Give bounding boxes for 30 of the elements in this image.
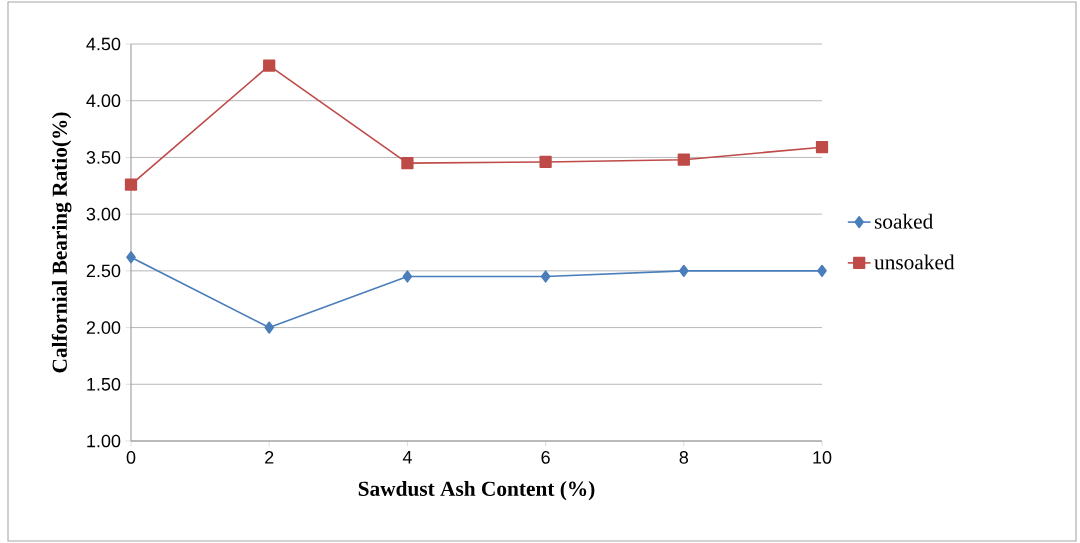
point	[817, 264, 827, 277]
point	[815, 141, 829, 154]
point	[539, 155, 552, 169]
y-axis-title: Calfornial Bearing Ratio(%)	[51, 112, 72, 373]
y-tick-label: 2.00	[86, 321, 121, 334]
legend-label: unsoaked	[874, 254, 955, 270]
y-tick-label: 4.50	[86, 37, 121, 51]
point	[264, 321, 275, 334]
x-tick-label: 6	[541, 451, 550, 464]
x-tick-label: 4	[402, 451, 412, 464]
x-tick-label: 0	[126, 451, 136, 464]
y-tick-label: 1.00	[87, 434, 121, 448]
point	[401, 156, 414, 170]
y-tick-label: 1.50	[87, 377, 121, 391]
point	[679, 264, 689, 277]
point	[126, 251, 136, 264]
y-tick-label: 3.50	[86, 151, 121, 164]
x-tick-label: 2	[265, 451, 274, 464]
point	[677, 153, 690, 166]
point	[540, 270, 551, 283]
legend-label: soaked	[874, 213, 934, 229]
x-tick-label: 8	[679, 451, 689, 464]
y-tick-label: 2.50	[86, 264, 121, 278]
y-tick-label: 4.00	[86, 94, 121, 108]
point	[263, 59, 276, 72]
y-tick-label: 3.00	[86, 207, 121, 221]
point	[124, 178, 138, 191]
point	[402, 270, 413, 283]
x-axis-title: Sawdust Ash Content (%)	[358, 480, 595, 501]
x-tick-label: 10	[813, 451, 832, 464]
